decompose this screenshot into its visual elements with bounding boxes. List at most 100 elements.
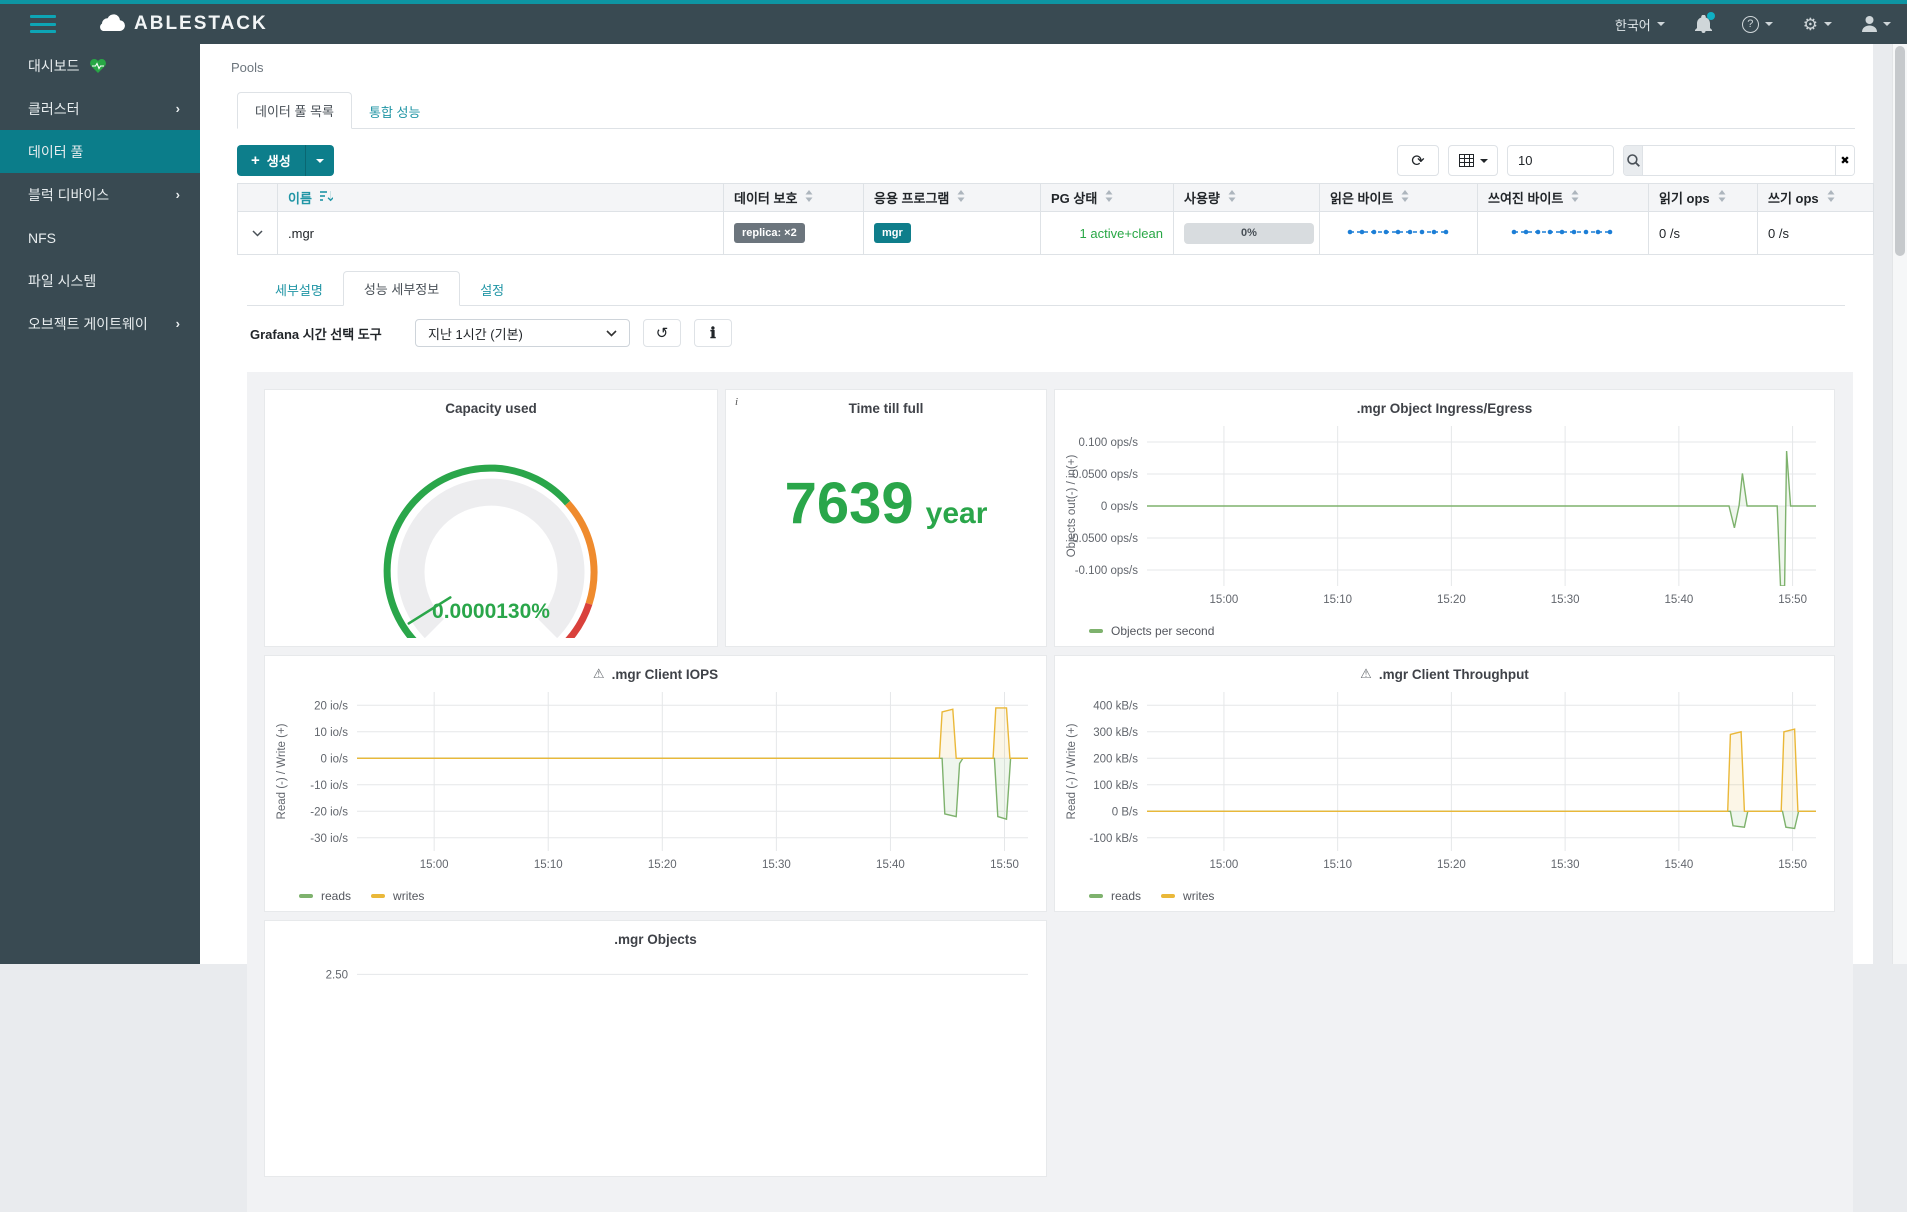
legend-label: reads: [321, 889, 352, 903]
svg-text:15:20: 15:20: [1437, 594, 1466, 606]
chevron-right-icon: ›: [175, 187, 180, 202]
svg-text:0.0500 ops/s: 0.0500 ops/s: [1072, 469, 1138, 481]
user-menu[interactable]: [1862, 16, 1891, 32]
sidebar-item-대시보드[interactable]: 대시보드: [0, 44, 200, 87]
health-heart-icon: [89, 58, 106, 73]
svg-text:-30 io/s: -30 io/s: [310, 833, 348, 845]
cloud-logo-icon: [96, 12, 126, 36]
tab-통합-성능[interactable]: 통합 성능: [368, 105, 421, 120]
notification-badge: [1706, 12, 1715, 20]
panel-info-icon[interactable]: i: [735, 396, 739, 408]
gauge-value: 0.0000130%: [432, 600, 550, 623]
chevron-down-icon: [1883, 22, 1891, 26]
search-input[interactable]: [1643, 146, 1835, 175]
column-header-읽기-ops[interactable]: 읽기 ops: [1648, 183, 1758, 212]
legend-item-writes[interactable]: writes: [371, 889, 424, 903]
legend-swatch: [299, 894, 313, 898]
series-Objects-per-second: [1147, 450, 1816, 586]
tab-데이터-풀-목록[interactable]: 데이터 풀 목록: [237, 92, 352, 129]
table-row[interactable]: .mgr replica: ×2 mgr 1 active+clean 0% 0 /s 0 …: [237, 211, 1874, 255]
breadcrumb: Pools: [231, 60, 264, 75]
legend-item-Objects-per-second[interactable]: Objects per second: [1089, 624, 1214, 638]
panel-title: Capacity used: [265, 390, 717, 418]
grafana-time-label: Grafana 시간 선택 도구: [250, 326, 382, 342]
chevron-down-icon: [1656, 22, 1665, 26]
column-label: 응용 프로그램: [874, 191, 950, 206]
svg-text:15:30: 15:30: [1551, 859, 1580, 871]
settings-menu[interactable]: ⚙: [1803, 16, 1832, 33]
gauge-chart: 0.0000130%: [383, 464, 598, 648]
navbar-right: 한국어 ? ⚙: [1615, 12, 1907, 34]
legend-swatch: [1161, 894, 1176, 898]
grafana-panels: Capacity used 0.0000130% Time till full i 7…: [247, 372, 1853, 1212]
svg-text:-10 io/s: -10 io/s: [310, 780, 348, 792]
legend-item-writes[interactable]: writes: [1161, 889, 1214, 903]
reset-time-button[interactable]: ↺: [643, 319, 681, 347]
sidebar-item-NFS[interactable]: NFS: [0, 216, 200, 259]
protection-badge: replica: ×2: [734, 223, 805, 243]
legend-label: writes: [1183, 889, 1215, 903]
notifications-button[interactable]: [1694, 12, 1715, 33]
brand-logo[interactable]: ABLESTACK: [96, 12, 268, 36]
svg-text:100 kB/s: 100 kB/s: [1093, 780, 1138, 792]
refresh-button[interactable]: ⟳: [1397, 145, 1439, 176]
pg-status: 1 active+clean: [1079, 225, 1163, 241]
chart-legend: Objects per second: [1089, 624, 1214, 638]
sidebar-item-오브젝트-게이트웨이[interactable]: 오브젝트 게이트웨이 ›: [0, 302, 200, 345]
subtab-세부설명[interactable]: 세부설명: [275, 283, 323, 298]
column-header-읽은-바이트[interactable]: 읽은 바이트: [1319, 183, 1478, 212]
column-header-PG-상태[interactable]: PG 상태: [1040, 183, 1174, 212]
chevron-down-icon: [1479, 158, 1488, 163]
create-button[interactable]: + 생성: [237, 145, 334, 176]
column-header-쓰여진-바이트[interactable]: 쓰여진 바이트: [1477, 183, 1649, 212]
column-header-응용-프로그램[interactable]: 응용 프로그램: [863, 183, 1041, 212]
scrollbar-thumb[interactable]: [1895, 46, 1905, 256]
svg-text:-100 kB/s: -100 kB/s: [1089, 833, 1138, 845]
line-chart: 20 io/s 10 io/s 0 io/s -10 io/s -20 io/s -30 …: [276, 692, 1028, 871]
column-header-이름[interactable]: 이름: [277, 183, 724, 212]
expand-row-chevron-icon[interactable]: [248, 229, 267, 237]
legend-swatch: [1089, 894, 1103, 898]
create-dropdown-toggle[interactable]: [304, 145, 334, 176]
sidebar-item-블럭-디바이스[interactable]: 블럭 디바이스 ›: [0, 173, 200, 216]
column-header-데이터-보호[interactable]: 데이터 보호: [723, 183, 864, 212]
sidebar-item-label: NFS: [28, 229, 56, 246]
clear-search-button[interactable]: ✖: [1835, 146, 1854, 175]
main-tabs: 데이터 풀 목록 통합 성능: [237, 92, 1855, 129]
svg-text:15:30: 15:30: [1551, 594, 1580, 606]
hamburger-menu-icon[interactable]: [30, 15, 56, 33]
chevron-down-icon: [606, 329, 617, 337]
panel-title-text: Capacity used: [445, 400, 537, 416]
sidebar-item-데이터-풀[interactable]: 데이터 풀: [0, 130, 200, 173]
column-toggle-button[interactable]: [1448, 145, 1498, 176]
panel-title-text: Time till full: [848, 400, 924, 416]
svg-text:15:20: 15:20: [1437, 859, 1466, 871]
pg-status-cell: 1 active+clean: [1040, 211, 1174, 255]
sortable-icon: [1718, 190, 1726, 205]
panel-time-till-full: Time till full i 7639 year: [725, 389, 1047, 647]
main-content: Pools 데이터 풀 목록 통합 성능 + 생성 ⟳: [200, 44, 1874, 1212]
application-cell: mgr: [863, 211, 1041, 255]
svg-text:Objects out(-) / in(+): Objects out(-) / in(+): [1066, 455, 1078, 558]
brand-name: ABLESTACK: [134, 13, 268, 34]
subtab-설정[interactable]: 설정: [480, 283, 505, 298]
panel-title-text: .mgr Client Throughput: [1378, 666, 1529, 682]
sidebar-item-클러스터[interactable]: 클러스터 ›: [0, 87, 200, 130]
column-header-쓰기-ops[interactable]: 쓰기 ops: [1757, 183, 1874, 212]
grafana-time-select[interactable]: 지난 1시간 (기본): [415, 319, 630, 347]
name-cell: .mgr: [277, 211, 724, 255]
svg-text:15:40: 15:40: [1664, 859, 1693, 871]
page-size-input[interactable]: [1507, 145, 1614, 176]
grafana-info-button[interactable]: ℹ: [694, 319, 732, 347]
subtab-성능-세부정보[interactable]: 성능 세부정보: [342, 271, 461, 306]
legend-item-reads[interactable]: reads: [299, 889, 351, 903]
language-selector[interactable]: 한국어: [1615, 15, 1665, 34]
column-header-사용량[interactable]: 사용량: [1173, 183, 1320, 212]
help-menu[interactable]: ?: [1741, 15, 1773, 33]
legend-item-reads[interactable]: reads: [1089, 889, 1141, 903]
usage-progress-bar: 0%: [1184, 222, 1314, 244]
svg-text:15:20: 15:20: [648, 859, 677, 871]
svg-text:0 io/s: 0 io/s: [321, 753, 349, 765]
sidebar-item-파일-시스템[interactable]: 파일 시스템: [0, 259, 200, 302]
panel-client-iops: ⚠ .mgr Client IOPS 20 io/s 10 io/s 0 io/s -10…: [264, 655, 1047, 912]
